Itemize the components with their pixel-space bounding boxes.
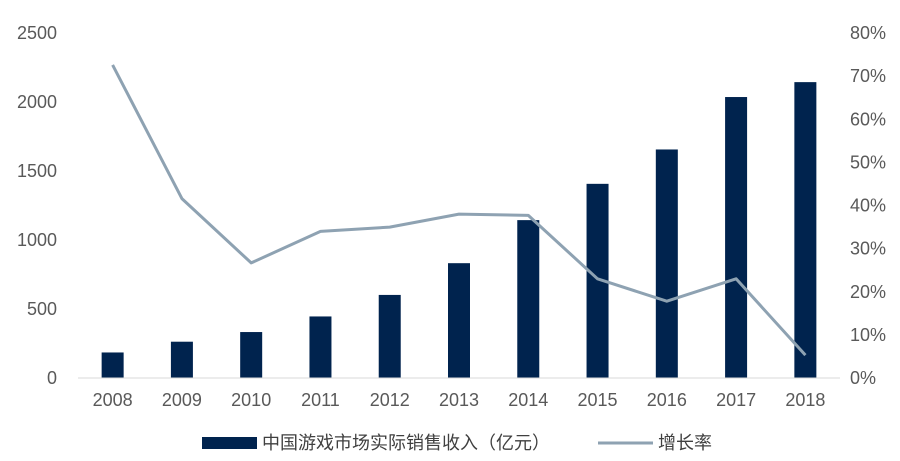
left-axis: 0 500 1000 1500 2000 2500 — [17, 23, 57, 388]
x-tick-label: 2018 — [785, 390, 825, 410]
y-right-tick-label: 10% — [850, 325, 886, 345]
bar — [725, 97, 748, 379]
x-tick-label: 2014 — [508, 390, 548, 410]
x-tick-label: 2008 — [93, 390, 133, 410]
x-tick-label: 2012 — [370, 390, 410, 410]
y-right-tick-label: 20% — [850, 282, 886, 302]
y-right-tick-label: 30% — [850, 239, 886, 259]
y-left-tick-label: 2500 — [17, 23, 57, 43]
y-right-tick-label: 70% — [850, 66, 886, 86]
bar — [586, 183, 609, 378]
bar — [309, 316, 332, 378]
y-left-tick-label: 0 — [47, 368, 57, 388]
bar — [517, 220, 540, 378]
bar — [655, 149, 678, 378]
y-left-tick-label: 1500 — [17, 161, 57, 181]
x-tick-label: 2013 — [439, 390, 479, 410]
bar — [794, 82, 817, 379]
y-left-tick-label: 2000 — [17, 92, 57, 112]
y-right-tick-label: 60% — [850, 109, 886, 129]
bar — [378, 294, 401, 378]
x-tick-label: 2015 — [578, 390, 618, 410]
growth-line-series — [111, 64, 807, 357]
bar — [240, 332, 263, 378]
y-left-tick-label: 500 — [27, 299, 57, 319]
legend-bar-swatch — [202, 437, 257, 449]
x-axis: 2008 2009 2010 2011 2012 2013 2014 2015 2016 2017… — [93, 390, 826, 410]
legend-bar-label: 中国游戏市场实际销售收入（亿元） — [262, 433, 550, 454]
bar — [101, 352, 124, 378]
x-tick-label: 2011 — [301, 390, 340, 410]
y-right-tick-label: 40% — [850, 196, 886, 216]
bar — [170, 341, 193, 378]
x-tick-label: 2009 — [162, 390, 202, 410]
y-right-tick-label: 80% — [850, 23, 886, 43]
x-tick-label: 2016 — [647, 390, 687, 410]
y-left-tick-label: 1000 — [17, 230, 57, 250]
legend: 中国游戏市场实际销售收入（亿元） 增长率 — [202, 433, 712, 454]
x-tick-label: 2017 — [716, 390, 756, 410]
y-right-tick-label: 0% — [850, 368, 876, 388]
bar-series — [101, 82, 817, 379]
x-tick-label: 2010 — [231, 390, 271, 410]
right-axis: 0% 10% 20% 30% 40% 50% 60% 70% 80% — [850, 23, 886, 388]
legend-line-label: 增长率 — [658, 433, 712, 454]
y-right-tick-label: 50% — [850, 152, 886, 172]
bar — [448, 263, 470, 378]
